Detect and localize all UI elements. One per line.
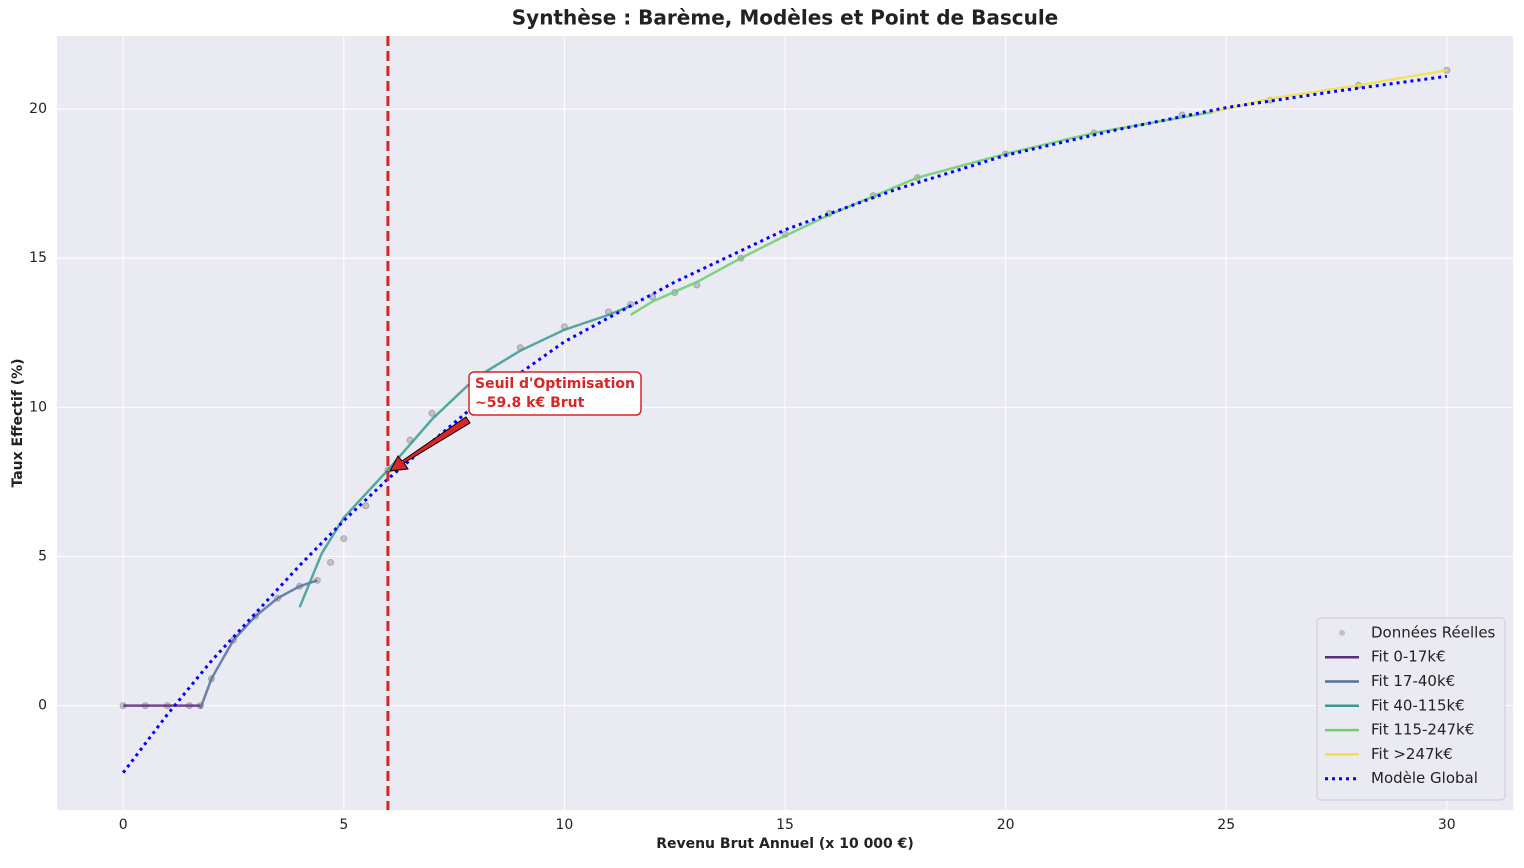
legend-label: Fit 40-115k€	[1371, 696, 1465, 714]
data-point	[649, 293, 657, 301]
x-tick-label: 10	[555, 817, 573, 833]
x-axis-label: Revenu Brut Annuel (x 10 000 €)	[656, 836, 914, 852]
x-tick-label: 5	[339, 817, 348, 833]
annotation-box	[468, 371, 642, 416]
series-line	[629, 110, 1214, 316]
legend-label: Données Réelles	[1371, 623, 1496, 641]
y-tick-label: 20	[29, 101, 47, 117]
legend-swatch	[1339, 629, 1345, 636]
data-point	[428, 409, 436, 417]
chart-title: Synthèse : Barème, Modèles et Point de B…	[512, 6, 1058, 30]
x-tick-label: 30	[1438, 817, 1456, 833]
x-tick-label: 25	[1217, 817, 1235, 833]
series-line	[199, 579, 318, 710]
data-point	[340, 535, 348, 543]
y-tick-label: 0	[38, 698, 47, 714]
y-tick-label: 15	[29, 250, 47, 266]
annotation-text: Seuil d'Optimisation	[475, 376, 635, 392]
legend-label: Modèle Global	[1371, 769, 1478, 787]
annotation: Seuil d'Optimisation ~59.8 k€ Brut	[389, 371, 642, 472]
y-tick-label: 10	[29, 399, 47, 415]
x-tick-label: 0	[119, 817, 128, 833]
legend-label: Fit >247k€	[1371, 745, 1453, 763]
legend-label: Fit 0-17k€	[1371, 648, 1446, 666]
legend-label: Fit 115-247k€	[1371, 721, 1474, 739]
y-axis-label: Taux Effectif (%)	[10, 358, 26, 487]
series-line	[1212, 69, 1448, 114]
x-tick-label: 15	[776, 817, 794, 833]
legend-label: Fit 17-40k€	[1371, 672, 1455, 690]
data-point	[327, 558, 335, 566]
annotation-text: ~59.8 k€ Brut	[475, 395, 585, 411]
annotation-arrow	[389, 416, 471, 472]
x-tick-label: 20	[997, 817, 1015, 833]
y-tick-label: 5	[38, 548, 47, 564]
data-point	[362, 502, 370, 510]
legend-box	[1316, 617, 1506, 801]
